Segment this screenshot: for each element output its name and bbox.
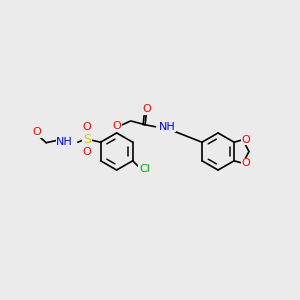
- Text: O: O: [82, 147, 91, 157]
- Text: NH: NH: [56, 137, 73, 147]
- Text: O: O: [32, 127, 41, 137]
- Text: O: O: [82, 122, 91, 132]
- Text: O: O: [242, 135, 250, 145]
- Text: O: O: [112, 121, 121, 131]
- Text: NH: NH: [159, 122, 176, 132]
- Text: Cl: Cl: [139, 164, 150, 174]
- Text: S: S: [83, 133, 91, 146]
- Text: O: O: [142, 104, 151, 114]
- Text: O: O: [242, 158, 250, 168]
